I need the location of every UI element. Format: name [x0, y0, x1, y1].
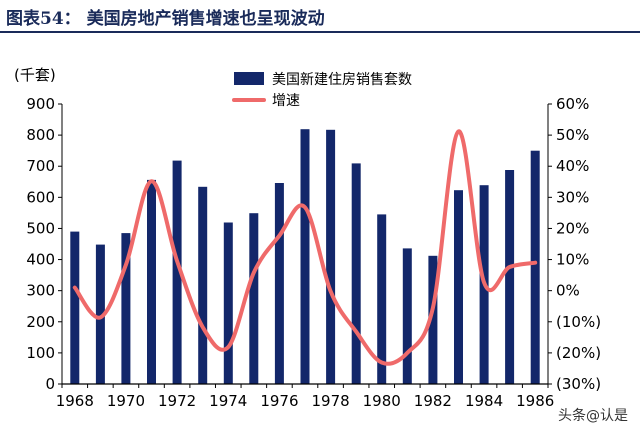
chart-title: 图表54： 美国房地产销售增速也呈现波动 [6, 9, 325, 29]
x-tick-label: 1980 [363, 392, 401, 410]
y-left-tick-label: 700 [26, 157, 55, 175]
bar-1979 [351, 163, 361, 384]
watermark: 头条@认是 [554, 404, 632, 426]
bar-1976 [274, 183, 284, 384]
y-left-tick-label: 100 [26, 344, 55, 362]
x-tick-label: 1986 [516, 392, 554, 410]
y-right-tick-label: 60% [556, 95, 589, 113]
x-tick-label: 1974 [209, 392, 247, 410]
y-axis-left-ticks: 0 100 200 300 400 500 600 700 800 900 [26, 95, 62, 393]
x-tick-label: 1982 [414, 392, 452, 410]
y-axis-unit-label: (千套) [14, 66, 56, 84]
bar-1970 [121, 233, 131, 384]
bar-1974 [223, 222, 233, 384]
bar-1981 [402, 248, 412, 384]
bar-1973 [198, 186, 208, 384]
bar-1986 [530, 150, 540, 384]
legend: 美国新建住房销售套数 增速 [232, 72, 412, 109]
bar-1969 [95, 244, 105, 384]
y-right-tick-label: 50% [556, 126, 589, 144]
x-tick-label: 1984 [465, 392, 503, 410]
legend-bar-swatch [234, 72, 264, 85]
y-left-tick-label: 900 [26, 95, 55, 113]
bar-1978 [326, 129, 336, 384]
x-tick-label: 1976 [260, 392, 298, 410]
y-right-tick-label: (10%) [556, 313, 601, 331]
y-right-tick-label: (30%) [556, 375, 601, 393]
x-axis-ticks: 1968 1970 1972 1974 1976 1978 1980 1982 1984 1986 [56, 384, 554, 410]
title-divider [0, 31, 640, 33]
legend-line-label: 增速 [272, 93, 300, 109]
bar-1968 [70, 231, 80, 384]
y-right-tick-label: 30% [556, 188, 589, 206]
y-right-tick-label: 0% [556, 282, 580, 300]
y-left-tick-label: 200 [26, 313, 55, 331]
y-right-tick-label: 40% [556, 157, 589, 175]
bar-series [70, 129, 540, 384]
axes [61, 104, 549, 385]
bar-1985 [505, 170, 515, 384]
x-tick-label: 1970 [107, 392, 145, 410]
y-right-tick-label: 10% [556, 251, 589, 269]
y-left-tick-label: 800 [26, 126, 55, 144]
x-tick-label: 1972 [158, 392, 196, 410]
y-right-tick-label: 20% [556, 219, 589, 237]
y-left-tick-label: 600 [26, 188, 55, 206]
x-tick-label: 1968 [56, 392, 94, 410]
y-right-tick-label: (20%) [556, 344, 601, 362]
bar-1972 [172, 160, 182, 384]
x-tick-label: 1978 [311, 392, 349, 410]
bar-1971 [147, 179, 156, 384]
y-left-tick-label: 300 [26, 282, 55, 300]
bar-1983 [454, 190, 463, 384]
y-left-tick-label: 500 [26, 219, 55, 237]
bar-1982 [428, 255, 438, 384]
bar-1977 [300, 129, 310, 384]
bar-1980 [377, 214, 387, 384]
bar-1975 [249, 213, 259, 384]
y-left-tick-label: 0 [45, 375, 55, 393]
growth-line [72, 129, 538, 366]
y-axis-right-ticks: (30%) (20%) (10%) 0% 10% 20% 30% 40% 50% 60% [548, 95, 601, 393]
legend-bar-label: 美国新建住房销售套数 [272, 72, 412, 88]
y-left-tick-label: 400 [26, 251, 55, 269]
